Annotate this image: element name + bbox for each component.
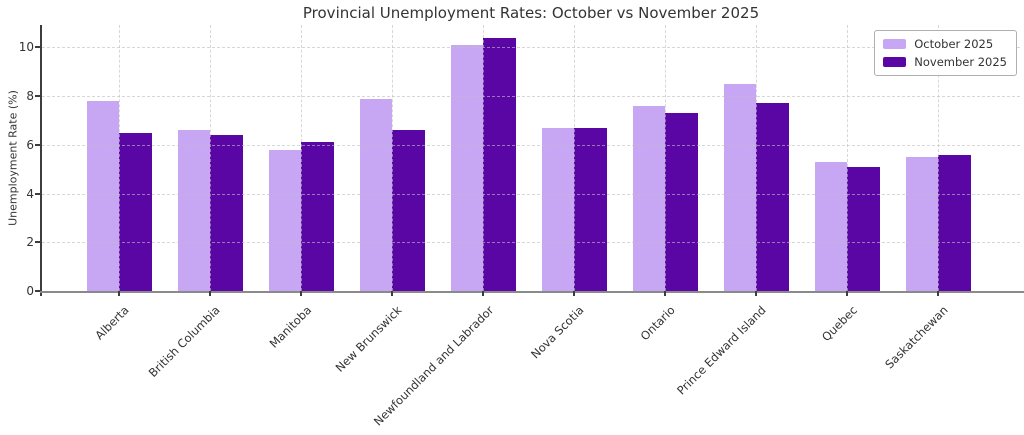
y-tick-mark-10	[35, 46, 40, 49]
legend-label-november-2025: November 2025	[914, 55, 1007, 69]
y-tick-mark-8	[35, 95, 40, 98]
y-tick-mark-0	[35, 290, 40, 292]
bar-october-2025-quebec	[814, 161, 847, 291]
legend-swatch-november-2025	[883, 57, 907, 67]
v-gridline-alberta	[119, 25, 120, 291]
bar-october-2025-saskatchewan	[905, 157, 938, 291]
bar-november-2025-nova-scotia	[574, 127, 607, 291]
x-tick-label-alberta: Alberta	[92, 303, 132, 343]
bar-november-2025-saskatchewan	[938, 154, 971, 291]
x-tick-label-manitoba: Manitoba	[266, 303, 314, 351]
bar-october-2025-nova-scotia	[541, 127, 574, 291]
v-gridline-prince-edward-island	[756, 25, 757, 291]
h-gridline-2	[42, 242, 1020, 244]
bar-november-2025-ontario	[665, 113, 698, 291]
x-tick-mark-british-columbia	[209, 291, 211, 296]
v-gridline-manitoba	[301, 25, 302, 291]
v-gridline-new-brunswick	[392, 25, 393, 291]
legend-item-october-2025: October 2025	[883, 37, 1007, 51]
v-gridline-newfoundland-and-labrador	[483, 25, 484, 291]
bar-november-2025-new-brunswick	[392, 130, 425, 291]
bar-november-2025-quebec	[847, 166, 880, 291]
y-tick-label-4: 4	[26, 186, 34, 201]
plot-area: October 2025 November 2025 0 2 4 6 8 10 Alberta…	[19, 25, 1024, 428]
x-tick-mark-newfoundland-and-labrador	[482, 291, 484, 296]
bar-november-2025-british-columbia	[210, 135, 243, 291]
y-axis-label: Unemployment Rate (%)	[6, 90, 20, 226]
bar-october-2025-british-columbia	[177, 130, 210, 291]
y-tick-mark-2	[35, 241, 40, 244]
bar-november-2025-manitoba	[301, 142, 334, 291]
x-tick-label-saskatchewan: Saskatchewan	[882, 303, 951, 372]
x-tick-mark-alberta	[118, 291, 120, 296]
bar-october-2025-manitoba	[268, 149, 301, 291]
bar-november-2025-newfoundland-and-labrador	[483, 37, 516, 291]
bar-october-2025-prince-edward-island	[723, 83, 756, 291]
x-tick-mark-new-brunswick	[391, 291, 393, 296]
x-tick-label-ontario: Ontario	[637, 303, 678, 344]
y-tick-label-8: 8	[26, 89, 34, 104]
y-tick-label-10: 10	[18, 40, 34, 55]
v-gridline-saskatchewan	[938, 25, 939, 291]
x-tick-label-new-brunswick: New Brunswick	[333, 303, 405, 375]
y-tick-label-6: 6	[26, 137, 34, 152]
x-tick-mark-nova-scotia	[573, 291, 575, 296]
legend: October 2025 November 2025	[874, 30, 1017, 76]
x-tick-mark-manitoba	[300, 291, 302, 296]
y-tick-mark-6	[35, 143, 40, 146]
y-axis-spine	[40, 25, 42, 297]
bar-october-2025-alberta	[86, 101, 119, 291]
h-gridline-4	[42, 193, 1020, 195]
legend-swatch-october-2025	[883, 39, 907, 49]
h-gridline-8	[42, 96, 1020, 98]
x-tick-mark-quebec	[846, 291, 848, 296]
chart-title: Provincial Unemployment Rates: October v…	[302, 4, 760, 22]
bar-october-2025-newfoundland-and-labrador	[450, 44, 483, 291]
v-gridline-quebec	[847, 25, 848, 291]
bar-october-2025-ontario	[632, 105, 665, 291]
y-tick-label-0: 0	[26, 284, 34, 298]
x-tick-mark-saskatchewan	[937, 291, 939, 296]
h-gridline-6	[42, 144, 1020, 146]
v-gridline-british-columbia	[210, 25, 211, 291]
v-gridline-ontario	[665, 25, 666, 291]
y-tick-mark-4	[35, 192, 40, 195]
x-tick-label-nova-scotia: Nova Scotia	[528, 303, 587, 362]
x-axis-spine	[40, 291, 1024, 293]
h-gridline-10	[42, 47, 1020, 49]
x-tick-label-british-columbia: British Columbia	[146, 303, 223, 380]
v-gridline-nova-scotia	[574, 25, 575, 291]
legend-label-october-2025: October 2025	[914, 37, 994, 51]
y-tick-label-2: 2	[26, 235, 34, 250]
bar-october-2025-new-brunswick	[359, 98, 392, 291]
x-tick-label-prince-edward-island: Prince Edward Island	[674, 303, 769, 398]
bar-november-2025-prince-edward-island	[756, 103, 789, 291]
bar-november-2025-alberta	[119, 132, 152, 291]
legend-item-november-2025: November 2025	[883, 55, 1007, 69]
x-tick-label-quebec: Quebec	[818, 303, 860, 345]
x-tick-mark-ontario	[664, 291, 666, 296]
x-tick-mark-prince-edward-island	[755, 291, 757, 296]
